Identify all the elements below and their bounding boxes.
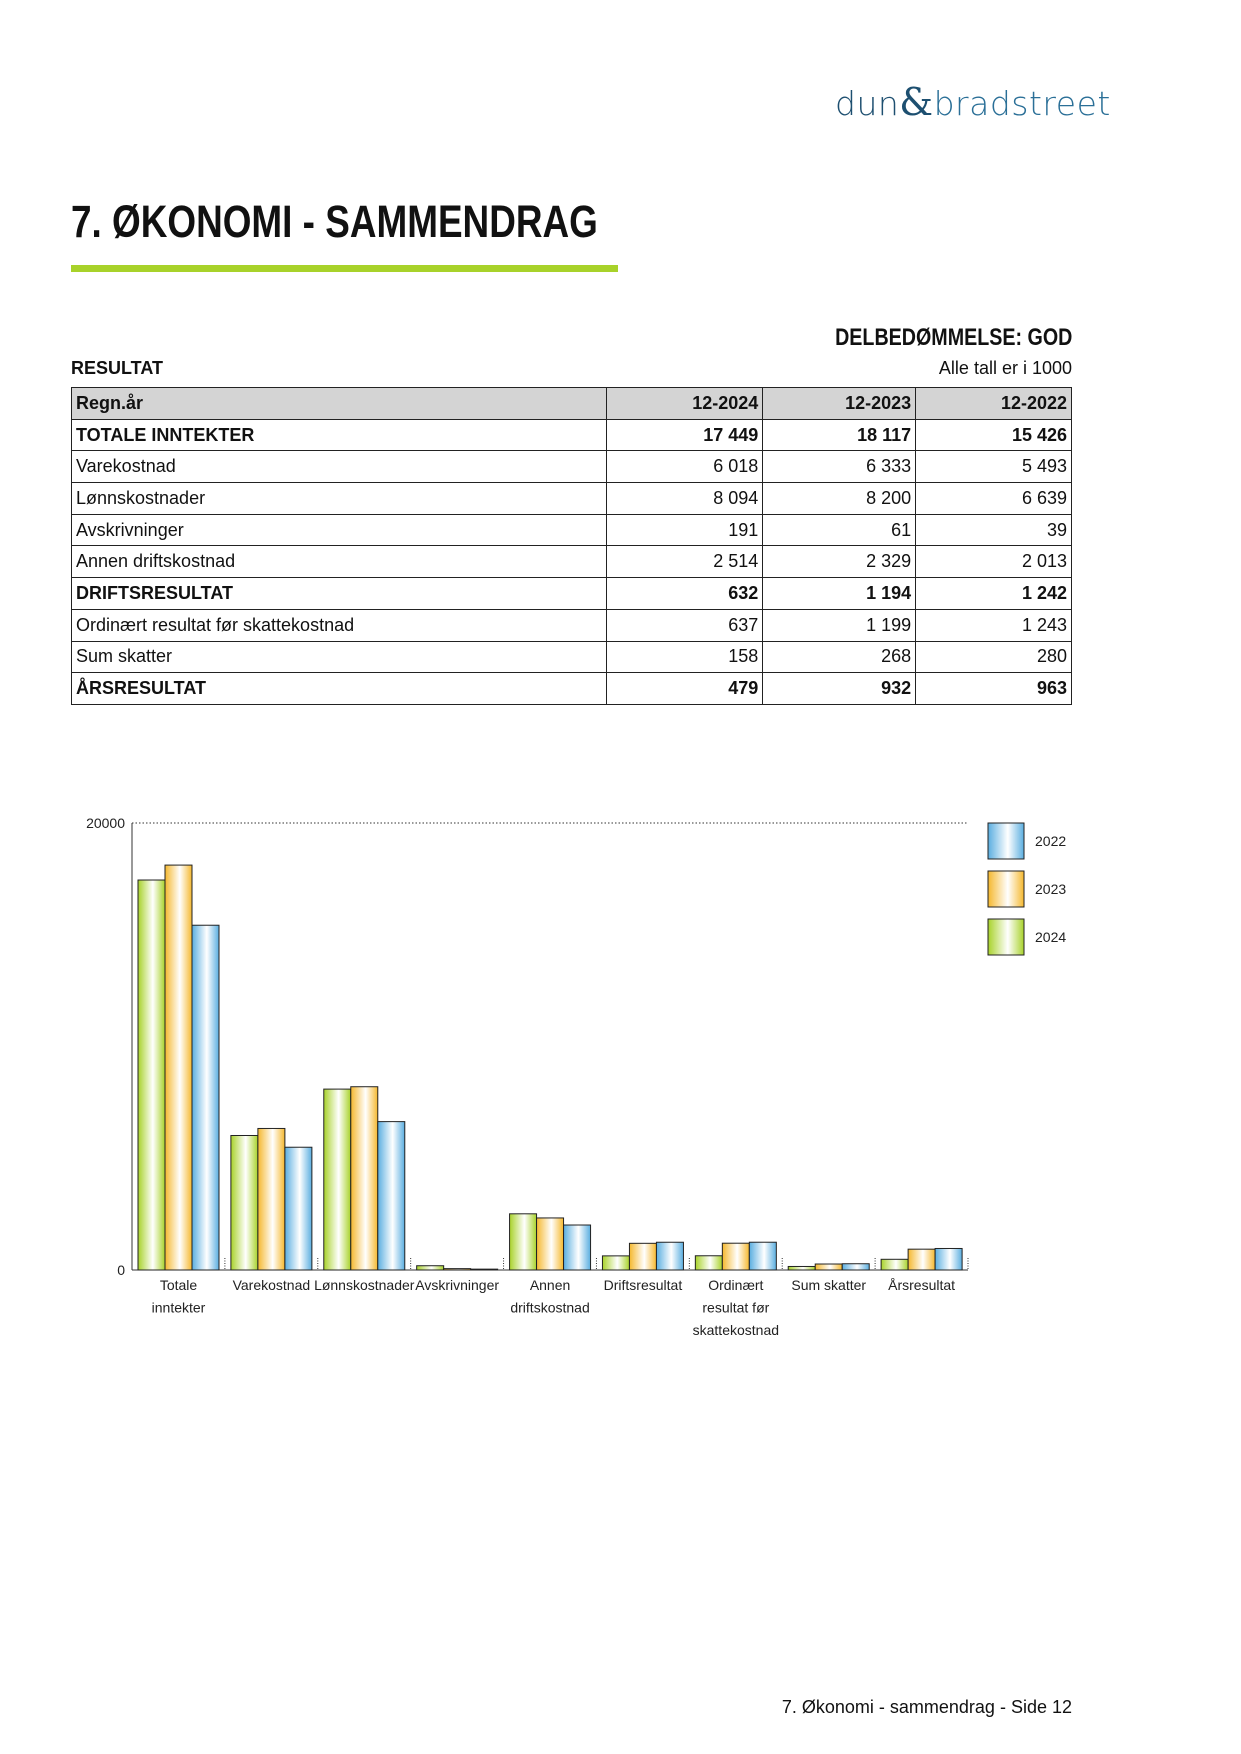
- bar-2022-7: [841, 1263, 870, 1271]
- unit-note: Alle tall er i 1000: [938, 358, 1072, 378]
- bar-2023-7: [814, 1263, 843, 1271]
- bar-2022-8: [934, 1247, 963, 1271]
- row-value: 8 200: [762, 482, 917, 515]
- bar-2024-2: [323, 1088, 352, 1271]
- legend-swatch-2022: [987, 822, 1025, 860]
- bar-2024-4: [509, 1213, 538, 1271]
- section-title: RESULTAT: [71, 358, 163, 378]
- header-2023: 12-2023: [762, 387, 917, 420]
- bar-2022-6: [748, 1241, 777, 1271]
- bar-2024-8: [880, 1258, 909, 1271]
- x-tick-label: Sum skatter: [791, 1277, 866, 1293]
- x-tick-label: Driftsresultat: [604, 1277, 683, 1293]
- bar-2022-1: [284, 1146, 313, 1271]
- row-label: ÅRSRESULTAT: [70, 672, 608, 705]
- legend-swatch-2023: [987, 870, 1025, 908]
- x-tick-label: Annen: [530, 1277, 570, 1293]
- table-row: ÅRSRESULTAT 479 932 963: [70, 672, 1072, 705]
- row-value: 17 449: [606, 418, 764, 452]
- row-value: 1 199: [762, 608, 917, 642]
- row-value: 61: [762, 513, 917, 547]
- row-value: 632: [606, 577, 764, 610]
- table-row: Annen driftskostnad 2 514 2 329 2 013: [70, 545, 1072, 579]
- row-value: 479: [606, 672, 764, 705]
- row-value: 191: [606, 513, 764, 547]
- page-footer: 7. Økonomi - sammendrag - Side 12: [781, 1697, 1072, 1717]
- dun-bradstreet-logo: dun&bradstreet: [835, 80, 1111, 124]
- table-header-row: Regn.år 12-2024 12-2023 12-2022: [70, 387, 1072, 420]
- row-label: Varekostnad: [70, 450, 608, 484]
- rating-heading: DELBEDØMMELSE: GOD: [834, 324, 1072, 351]
- row-value: 39: [915, 513, 1072, 547]
- logo-text-dun: dun: [835, 84, 900, 123]
- bar-2022-2: [377, 1121, 406, 1271]
- table-row: Varekostnad 6 018 6 333 5 493: [70, 450, 1072, 484]
- table-row: Lønnskostnader 8 094 8 200 6 639: [70, 482, 1072, 515]
- x-tick-label: Lønnskostnader: [314, 1277, 415, 1293]
- row-value: 6 333: [762, 450, 917, 484]
- row-value: 18 117: [762, 418, 917, 452]
- row-value: 963: [915, 672, 1072, 705]
- results-table: Regn.år 12-2024 12-2023 12-2022 TOTALE I…: [70, 387, 1072, 705]
- row-value: 1 242: [915, 577, 1072, 610]
- bar-2022-5: [655, 1241, 684, 1271]
- legend-label-2022: 2022: [1035, 833, 1066, 849]
- x-tick-label: driftskostnad: [510, 1300, 589, 1316]
- row-label: Lønnskostnader: [70, 482, 608, 515]
- header-year: Regn.år: [70, 387, 608, 420]
- table-row: Avskrivninger 191 61 39: [70, 513, 1072, 547]
- x-tick-label: Ordinært: [708, 1277, 763, 1293]
- legend-label-2023: 2023: [1035, 881, 1066, 897]
- row-value: 2 013: [915, 545, 1072, 579]
- row-value: 1 243: [915, 608, 1072, 642]
- header-2024: 12-2024: [606, 387, 764, 420]
- bar-2023-3: [443, 1268, 472, 1271]
- bar-2023-2: [350, 1086, 379, 1271]
- bar-2024-5: [601, 1255, 630, 1271]
- x-tick-label: Totale: [160, 1277, 198, 1293]
- logo-text-bradstreet: bradstreet: [933, 84, 1111, 123]
- x-tick-label: skattekostnad: [693, 1322, 779, 1338]
- x-tick-label: inntekter: [152, 1300, 206, 1316]
- bar-2024-3: [416, 1265, 445, 1271]
- bar-2023-1: [257, 1127, 286, 1271]
- page-title: 7. ØKONOMI - SAMMENDRAG: [71, 196, 598, 247]
- bar-2023-6: [721, 1242, 750, 1271]
- row-value: 2 514: [606, 545, 764, 579]
- row-value: 932: [762, 672, 917, 705]
- row-value: 268: [762, 640, 917, 674]
- bar-2022-4: [563, 1224, 592, 1271]
- title-underline: [71, 265, 618, 272]
- bar-2023-0: [164, 864, 193, 1271]
- bar-2024-6: [694, 1255, 723, 1271]
- row-value: 15 426: [915, 418, 1072, 452]
- table-row: TOTALE INNTEKTER 17 449 18 117 15 426: [70, 418, 1072, 452]
- bar-2023-5: [628, 1242, 657, 1271]
- row-value: 6 018: [606, 450, 764, 484]
- row-label: Avskrivninger: [70, 513, 608, 547]
- x-tick-label: Varekostnad: [233, 1277, 311, 1293]
- bar-2024-7: [787, 1265, 816, 1271]
- row-label: TOTALE INNTEKTER: [70, 418, 608, 452]
- legend-label-2024: 2024: [1035, 929, 1066, 945]
- row-value: 6 639: [915, 482, 1072, 515]
- logo-ampersand: &: [899, 80, 934, 124]
- bar-2024-1: [230, 1134, 259, 1271]
- bar-2023-8: [907, 1248, 936, 1271]
- row-value: 280: [915, 640, 1072, 674]
- bar-2022-0: [191, 924, 220, 1271]
- row-value: 158: [606, 640, 764, 674]
- bar-2022-3: [470, 1268, 499, 1271]
- y-tick-label: 20000: [86, 815, 125, 831]
- x-tick-label: Avskrivninger: [415, 1277, 499, 1293]
- y-tick-label: 0: [117, 1262, 125, 1278]
- x-tick-label: resultat før: [702, 1300, 769, 1316]
- x-tick-label: Årsresultat: [888, 1277, 955, 1293]
- legend-swatch-2024: [987, 918, 1025, 956]
- bar-2023-4: [536, 1217, 565, 1271]
- bar-2024-0: [137, 879, 166, 1271]
